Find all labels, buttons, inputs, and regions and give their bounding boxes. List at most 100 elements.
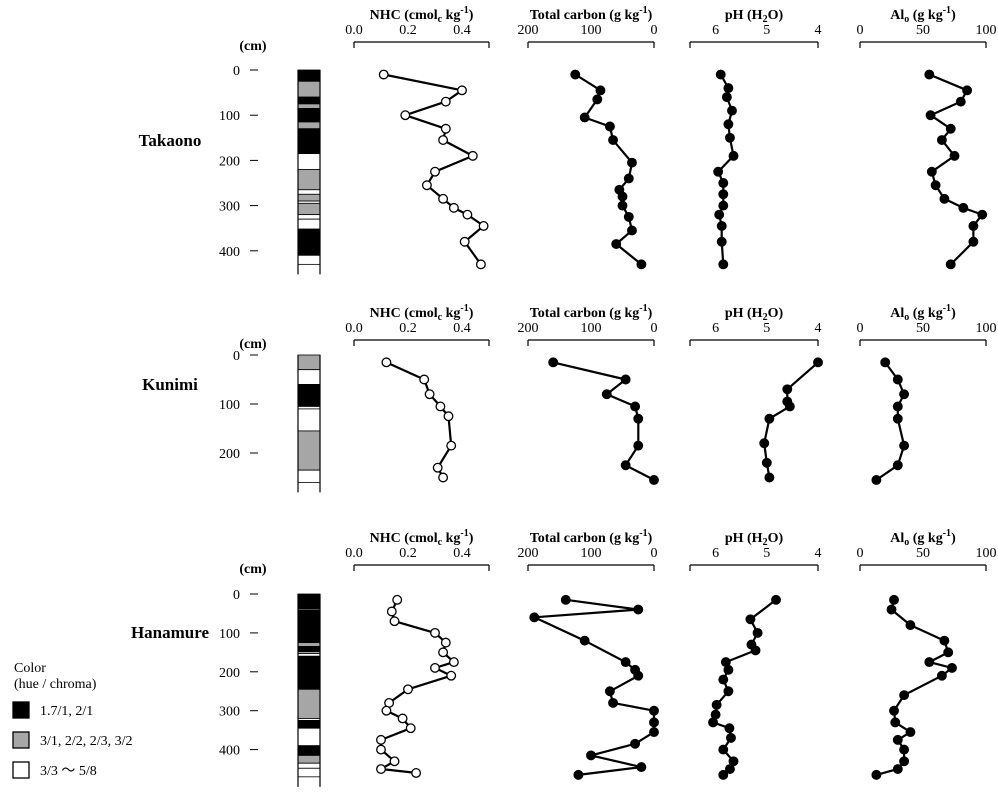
alo-data-point: [892, 764, 903, 775]
alo-data-point: [871, 769, 882, 780]
nhc-data-point: [459, 236, 470, 247]
tc-data-point: [604, 686, 615, 697]
ph-data-point: [745, 614, 756, 625]
color-layer: [297, 254, 321, 265]
panel-tc: Total carbon (g kg-1)200 100 0: [518, 528, 659, 780]
nhc-data-point: [475, 259, 486, 270]
nhc-data-point: [381, 705, 392, 716]
ph-data-point: [782, 384, 793, 395]
nhc-data-point: [376, 734, 386, 745]
nhc-data-point: [392, 594, 403, 605]
color-layer: [297, 642, 321, 647]
nhc-data-point: [389, 616, 400, 627]
panel-ph: pH (H2O) 6 5 4: [689, 531, 822, 780]
ph-data-point: [718, 200, 729, 211]
depth-tick-label: 200: [219, 666, 240, 681]
alo-data-point: [899, 744, 910, 755]
nhc-data-point: [457, 85, 467, 96]
alo-data-point: [936, 670, 947, 681]
alo-data-point: [899, 756, 910, 767]
x-tick-label: 5: [763, 546, 770, 561]
nhc-data-point: [438, 135, 449, 146]
color-layer: [297, 80, 321, 98]
ph-data-point: [759, 438, 770, 449]
color-layer: [297, 762, 321, 769]
x-tick-label: 0.0: [345, 321, 363, 336]
ph-data-point: [723, 664, 734, 675]
color-column: [297, 354, 321, 493]
panel-nhc: NHC (cmolc kg-1) 0.0 0.2 0.4: [345, 528, 490, 778]
tc-data-point: [608, 697, 619, 708]
tc-data-point: [560, 594, 571, 605]
depth-unit-label: (cm): [239, 337, 267, 352]
nhc-data-point: [376, 744, 386, 755]
legend-label: 3/3 ～ 5/8: [40, 764, 97, 779]
depth-tick-label: 0: [233, 588, 240, 603]
ph-data-point: [764, 413, 775, 424]
nhc-data-point: [438, 647, 449, 658]
color-layer: [297, 755, 321, 764]
panel-title: Alo (g kg-1): [890, 528, 956, 548]
tc-data-point: [611, 239, 622, 249]
x-tick-label: 0.2: [399, 321, 417, 336]
ph-data-point: [764, 472, 775, 483]
color-layer: [297, 128, 321, 155]
color-layer: [297, 727, 321, 747]
panel-ph: pH (H2O) 6 5 4: [689, 306, 823, 483]
tc-data-point: [627, 157, 637, 168]
alo-data-point: [889, 705, 899, 716]
alo-data-point: [930, 180, 941, 191]
alo-data-point: [924, 69, 935, 80]
color-layer: [297, 218, 321, 230]
x-tick-label: 0.4: [453, 321, 471, 336]
ph-data-point: [713, 166, 724, 177]
panel-tc: Total carbon (g kg-1)200 100 0: [518, 303, 659, 485]
alo-data-point: [962, 85, 973, 96]
ph-data-point: [723, 83, 734, 94]
color-layer: [297, 69, 321, 82]
tc-data-point: [649, 705, 659, 716]
panel-title: pH (H2O): [725, 306, 784, 323]
alo-data-point: [945, 123, 956, 134]
tc-data-point: [620, 657, 631, 668]
nhc-data-point: [400, 110, 411, 121]
panel-alo: Alo (g kg-1) 0 50 100: [857, 303, 997, 485]
alo-data-point: [899, 389, 910, 400]
x-tick-label: 0: [651, 23, 658, 38]
tc-data-point: [579, 112, 590, 123]
ph-data-point: [813, 357, 823, 368]
depth-unit-label: (cm): [239, 39, 267, 54]
color-layer: [297, 745, 321, 756]
tc-data-point: [548, 357, 559, 368]
x-tick-label: 100: [976, 321, 997, 336]
alo-data-point: [892, 734, 903, 745]
alo-data-point: [889, 594, 899, 605]
tc-data-point: [636, 259, 647, 270]
tc-data-point: [604, 121, 615, 132]
x-tick-label: 100: [976, 23, 997, 38]
depth-tick-label: 200: [219, 447, 240, 462]
tc-data-point: [617, 191, 628, 202]
ph-data-point: [718, 769, 729, 780]
depth-tick-label: 400: [219, 744, 240, 759]
nhc-data-point: [448, 657, 459, 668]
color-layer: [297, 688, 321, 719]
color-layer: [297, 96, 321, 105]
x-tick-label: 50: [916, 321, 930, 336]
panel-title: Total carbon (g kg-1): [530, 528, 653, 546]
alo-data-point: [947, 662, 957, 673]
panel-nhc: NHC (cmolc kg-1) 0.0 0.2 0.4: [345, 303, 490, 483]
x-tick-label: 6: [712, 546, 719, 561]
ph-data-point: [723, 119, 734, 130]
ph-data-point: [718, 674, 729, 685]
x-tick-label: 0.0: [345, 546, 363, 561]
tc-series-line: [574, 73, 643, 266]
ph-data-point: [715, 69, 726, 80]
x-tick-label: 0: [857, 23, 864, 38]
tc-data-point: [601, 389, 612, 400]
x-tick-label: 0.2: [399, 23, 417, 38]
ph-data-point: [724, 723, 735, 734]
x-tick-label: 0: [651, 546, 658, 561]
